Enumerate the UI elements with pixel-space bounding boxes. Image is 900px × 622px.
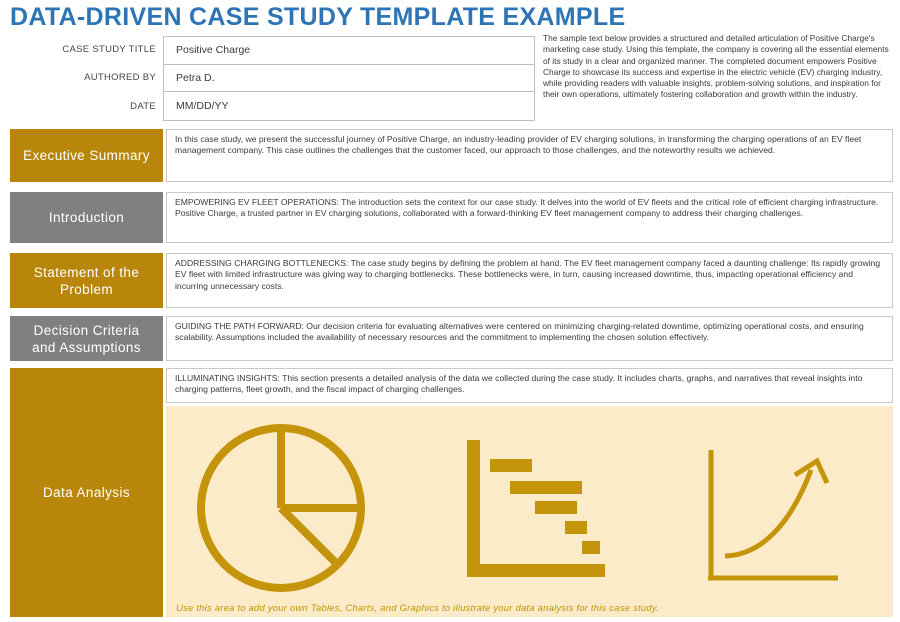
date-field[interactable]: MM/DD/YY (176, 100, 229, 113)
gantt-chart-icon (467, 440, 605, 577)
page-title: DATA-DRIVEN CASE STUDY TEMPLATE EXAMPLE (10, 3, 626, 31)
authored-by-field[interactable]: Petra D. (164, 65, 534, 93)
pie-chart-icon (197, 424, 365, 592)
section-body-data-analysis[interactable]: ILLUMINATING INSIGHTS: This section pres… (166, 368, 893, 403)
template-intro-note: The sample text below provides a structu… (543, 33, 889, 100)
section-executive-summary: Executive Summary In this case study, we… (0, 129, 900, 182)
section-body-executive-summary[interactable]: In this case study, we present the succe… (166, 129, 893, 182)
header-form: Positive Charge Petra D. MM/DD/YY (163, 36, 535, 121)
section-introduction: Introduction EMPOWERING EV FLEET OPERATI… (0, 192, 900, 243)
section-decision-criteria: Decision Criteria and Assumptions GUIDIN… (0, 316, 900, 361)
case-study-title-field[interactable]: Positive Charge (164, 37, 534, 65)
growth-curve-icon (708, 450, 838, 581)
section-body-introduction[interactable]: EMPOWERING EV FLEET OPERATIONS: The intr… (166, 192, 893, 243)
section-label-executive-summary: Executive Summary (10, 129, 163, 182)
section-label-data-analysis: Data Analysis (10, 368, 163, 617)
data-analysis-canvas[interactable]: Use this area to add your own Tables, Ch… (166, 406, 893, 617)
date-label: DATE (130, 100, 156, 112)
authored-by-label: AUTHORED BY (84, 72, 156, 84)
canvas-placeholder-note: Use this area to add your own Tables, Ch… (176, 603, 659, 614)
section-label-statement-of-problem: Statement of the Problem (10, 253, 163, 308)
case-study-title-label: CASE STUDY TITLE (62, 44, 156, 55)
section-body-decision-criteria[interactable]: GUIDING THE PATH FORWARD: Our decision c… (166, 316, 893, 361)
section-label-decision-criteria: Decision Criteria and Assumptions (10, 316, 163, 361)
section-label-introduction: Introduction (10, 192, 163, 243)
section-statement-of-problem: Statement of the Problem ADDRESSING CHAR… (0, 253, 900, 308)
section-data-analysis: Data Analysis ILLUMINATING INSIGHTS: Thi… (0, 368, 900, 617)
section-body-statement-of-problem[interactable]: ADDRESSING CHARGING BOTTLENECKS: The cas… (166, 253, 893, 308)
